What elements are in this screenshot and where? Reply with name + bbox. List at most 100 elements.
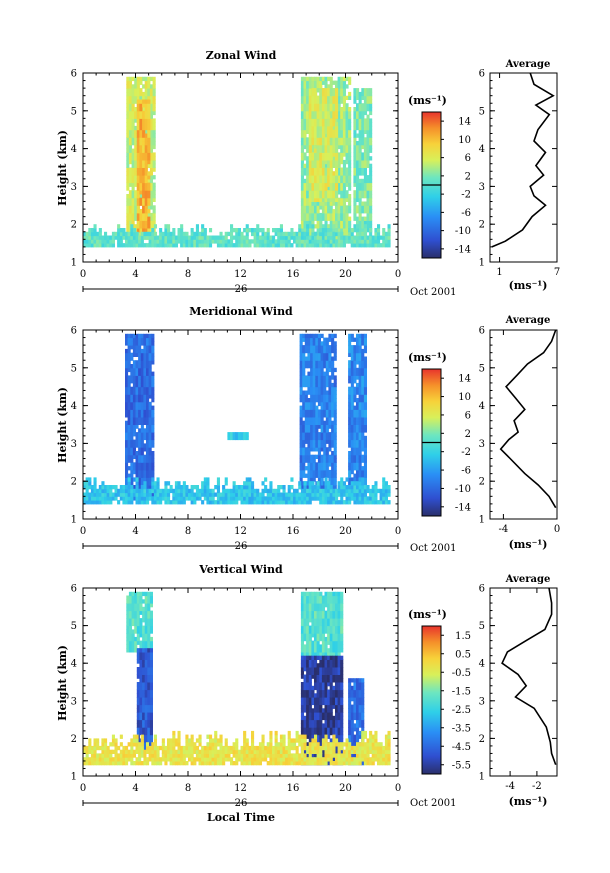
heatmap-cell	[125, 451, 129, 456]
heatmap-cell	[348, 110, 352, 116]
heatmap-cell	[319, 224, 323, 229]
heatmap-cell	[135, 488, 139, 494]
heatmap-cell	[126, 599, 130, 604]
heatmap-cell	[152, 163, 156, 168]
heatmap-cell	[206, 488, 210, 494]
heatmap-cell	[331, 443, 335, 448]
heatmap-cell	[314, 216, 318, 221]
heatmap-cell	[358, 107, 362, 112]
heatmap-cell	[319, 125, 323, 131]
heatmap-cell	[358, 235, 362, 240]
heatmap-cell	[285, 235, 289, 240]
heatmap-cell	[167, 235, 171, 240]
heatmap-cell	[342, 148, 346, 153]
heatmap-cell	[350, 416, 354, 422]
heatmap-cell	[174, 243, 178, 248]
heatmap-cell	[177, 239, 181, 244]
heatmap-cell	[139, 156, 143, 161]
heatmap-cell	[314, 107, 318, 112]
heatmap-cell	[222, 485, 226, 490]
heatmap-cell	[319, 129, 323, 134]
heatmap-cell	[128, 591, 132, 597]
heatmap-cell	[142, 144, 146, 150]
heatmap-cell	[308, 243, 312, 248]
heatmap-cell	[311, 152, 315, 157]
heatmap-cell	[136, 84, 140, 89]
heatmap-cell	[232, 432, 236, 437]
heatmap-cell	[135, 481, 139, 486]
heatmap-cell	[139, 625, 143, 630]
heatmap-cell	[144, 614, 148, 619]
heatmap-cell	[358, 337, 362, 342]
heatmap-cell	[148, 341, 152, 346]
heatmap-cell	[264, 488, 268, 494]
heatmap-cell	[159, 243, 163, 248]
heatmap-cell	[303, 205, 307, 210]
heatmap-cell	[146, 428, 150, 433]
heatmap-cell	[88, 239, 92, 244]
heatmap-cell	[272, 488, 276, 494]
heatmap-cell	[325, 424, 329, 429]
heatmap-cell	[136, 625, 140, 630]
heatmap-cell	[182, 488, 186, 494]
heatmap-cell	[328, 454, 332, 459]
heatmap-cell	[320, 405, 324, 410]
heatmap-cell	[125, 496, 129, 501]
heatmap-cell	[314, 224, 318, 229]
heatmap-cell	[119, 235, 123, 240]
heatmap-cell	[353, 473, 357, 478]
heatmap-cell	[358, 416, 362, 422]
heatmap-cell	[135, 473, 139, 478]
heatmap-cell	[232, 243, 236, 248]
heatmap-cell	[324, 224, 328, 229]
heatmap-cell	[340, 144, 344, 150]
heatmap-cell	[151, 424, 155, 429]
heatmap-cell	[335, 99, 339, 104]
heatmap-cell	[300, 76, 304, 82]
heatmap-cell	[149, 137, 153, 142]
heatmap-cell	[327, 118, 331, 123]
heatmap-cell	[369, 197, 373, 202]
heatmap-cell	[333, 386, 337, 391]
heatmap-cell	[230, 435, 234, 441]
heatmap-cell	[130, 231, 134, 237]
heatmap-cell	[353, 337, 357, 342]
heatmap-cell	[306, 178, 310, 184]
heatmap-cell	[126, 216, 130, 221]
heatmap-cell	[152, 216, 156, 221]
heatmap-cell	[85, 492, 89, 497]
heatmap-cell	[316, 216, 320, 221]
heatmap-cell	[140, 235, 144, 240]
heatmap-cell	[366, 190, 370, 195]
heatmap-cell	[369, 133, 373, 138]
heatmap-cell	[135, 477, 139, 482]
heatmap-cell	[149, 118, 153, 123]
heatmap-cell	[310, 405, 314, 410]
heatmap-cell	[325, 367, 329, 373]
heatmap-cell	[272, 228, 276, 233]
heatmap-cell	[149, 621, 153, 627]
heatmap-cell	[307, 390, 311, 395]
heatmap-cell	[149, 114, 153, 119]
heatmap-cell	[132, 413, 136, 418]
heatmap-cell	[361, 496, 365, 501]
heatmap-cell	[306, 488, 310, 494]
heatmap-cell	[149, 205, 153, 210]
heatmap-cell	[240, 243, 244, 248]
heatmap-cell	[366, 156, 370, 161]
heatmap-cell	[151, 420, 155, 425]
heatmap-cell	[290, 496, 294, 501]
heatmap-cell	[132, 488, 136, 494]
heatmap-cell	[358, 432, 362, 437]
heatmap-cell	[363, 413, 367, 418]
heatmap-cell	[324, 190, 328, 195]
heatmap-cell	[337, 481, 341, 486]
heatmap-cell	[128, 640, 132, 645]
heatmap-cell	[140, 367, 144, 373]
heatmap-cell	[88, 492, 92, 497]
heatmap-cell	[151, 462, 155, 467]
heatmap-cell	[302, 333, 306, 339]
heatmap-cell	[340, 197, 344, 202]
heatmap-cell	[324, 80, 328, 85]
heatmap-cell	[261, 228, 265, 233]
